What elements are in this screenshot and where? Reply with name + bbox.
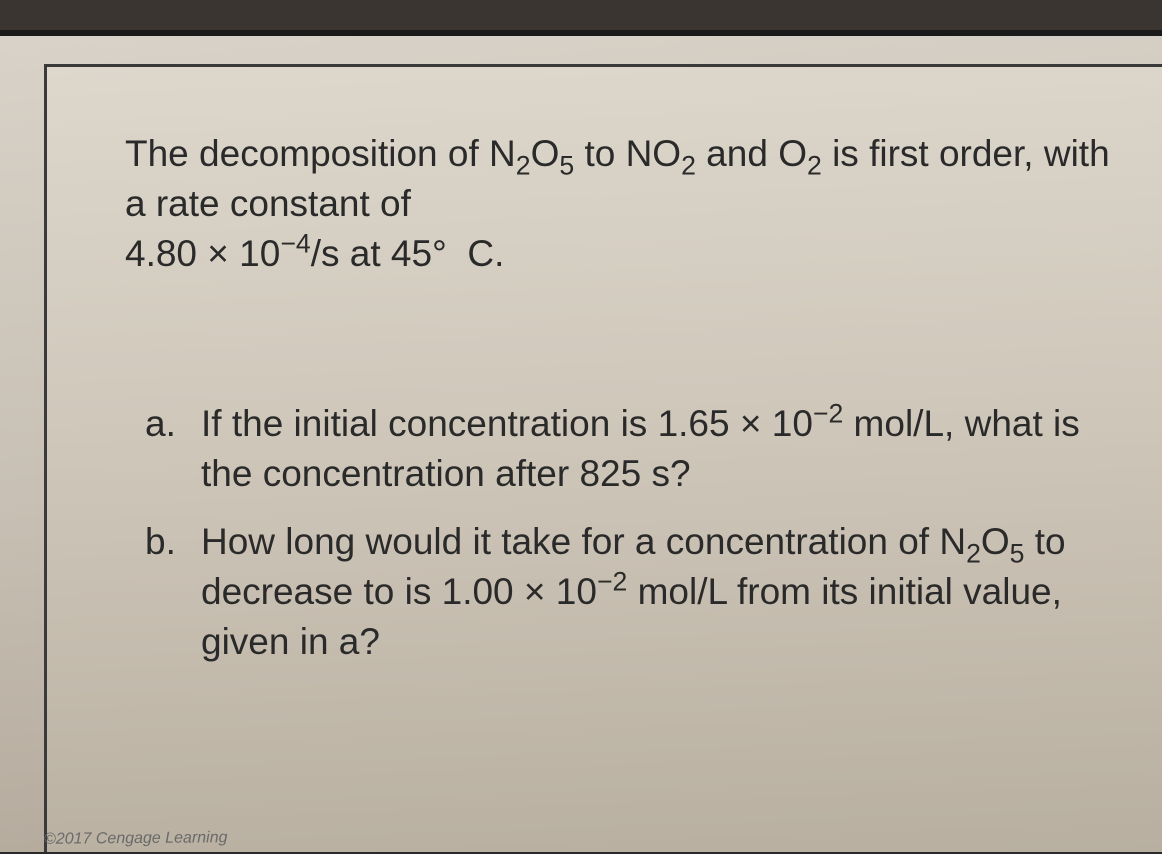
question-frame: The decomposition of N2O5 to NO2 and O2 …	[44, 64, 1162, 852]
part-a: a. If the initial concentration is 1.65 …	[145, 399, 1132, 499]
part-b: b. How long would it take for a concentr…	[145, 517, 1132, 667]
page-scan: The decomposition of N2O5 to NO2 and O2 …	[0, 30, 1162, 854]
question-intro: The decomposition of N2O5 to NO2 and O2 …	[125, 129, 1125, 279]
part-letter: a.	[145, 399, 183, 499]
part-body: If the initial concentration is 1.65 × 1…	[201, 399, 1132, 499]
part-letter: b.	[145, 517, 183, 667]
question-parts: a. If the initial concentration is 1.65 …	[125, 399, 1132, 667]
part-body: How long would it take for a concentrati…	[201, 517, 1132, 667]
copyright-text: ©2017 Cengage Learning	[44, 829, 228, 849]
